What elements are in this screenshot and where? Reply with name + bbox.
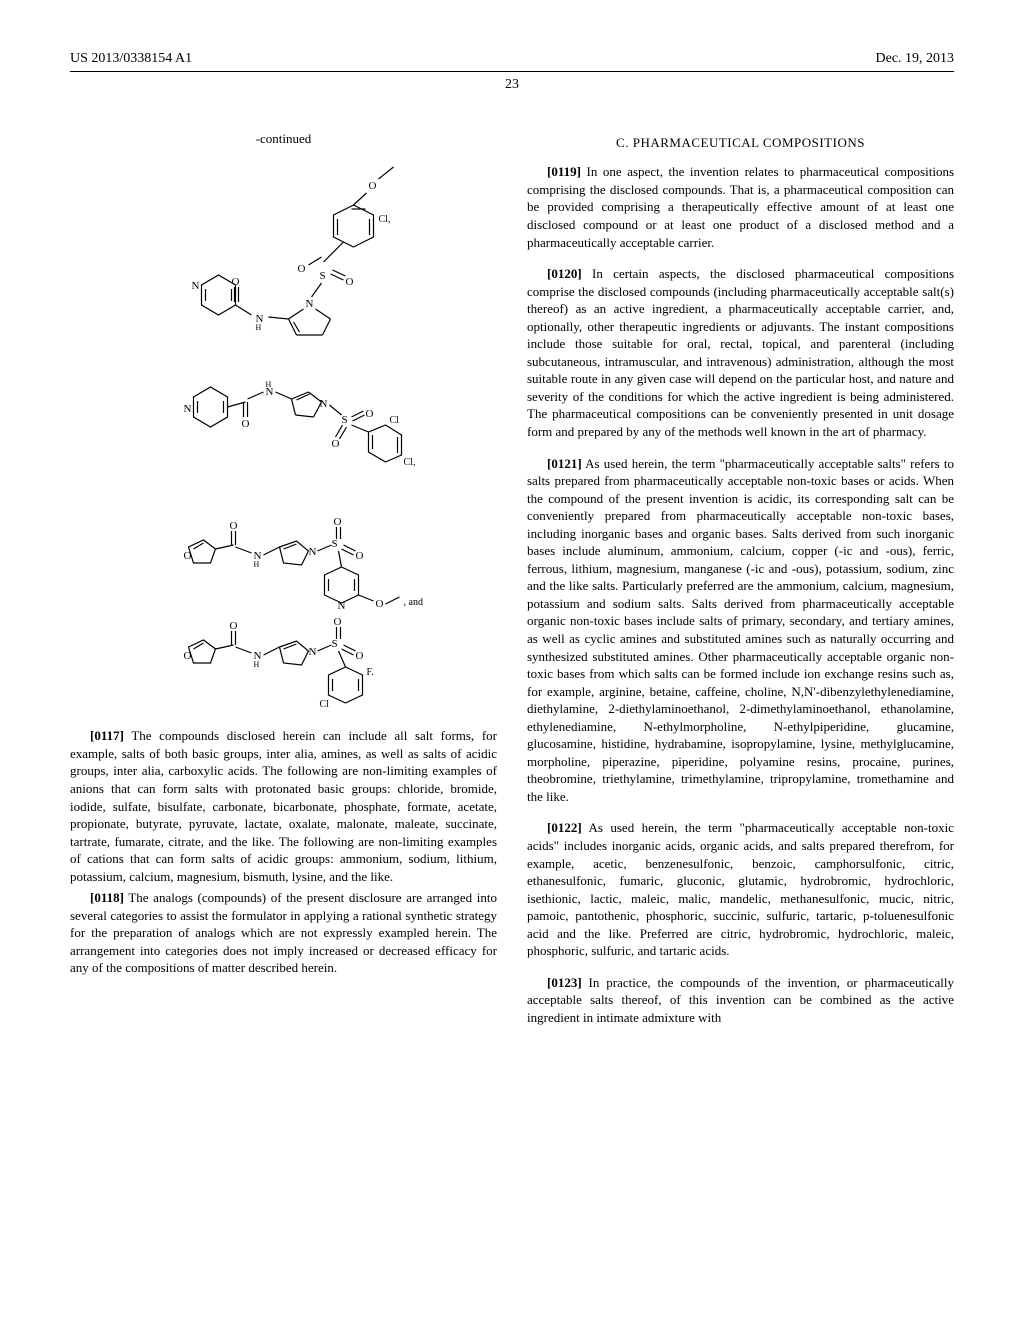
two-column-content: -continued O Cl, O: [70, 130, 954, 1041]
para-text-0123: In practice, the compounds of the invent…: [527, 975, 954, 1025]
svg-text:O: O: [298, 263, 306, 275]
svg-text:S: S: [332, 638, 338, 650]
svg-text:Cl: Cl: [320, 699, 330, 710]
page-header: US 2013/0338154 A1 Dec. 19, 2013: [70, 50, 954, 72]
svg-text:S: S: [320, 270, 326, 282]
paragraph-0121: [0121] As used herein, the term "pharmac…: [527, 455, 954, 806]
svg-text:O: O: [366, 408, 374, 420]
paragraph-0122: [0122] As used herein, the term "pharmac…: [527, 819, 954, 959]
para-num-0123: [0123]: [547, 975, 582, 990]
svg-text:O: O: [334, 616, 342, 628]
svg-text:H: H: [254, 660, 260, 669]
svg-text:N: N: [309, 546, 317, 558]
publication-date: Dec. 19, 2013: [875, 50, 954, 69]
para-num-0120: [0120]: [547, 266, 582, 281]
molecule-svg: O Cl, O S O N: [70, 157, 497, 717]
chemical-structures: O Cl, O S O N: [70, 157, 497, 717]
svg-text:O: O: [356, 650, 364, 662]
para-num-0122: [0122]: [547, 820, 582, 835]
section-title: C. PHARMACEUTICAL COMPOSITIONS: [527, 134, 954, 152]
svg-text:, and: , and: [404, 597, 423, 608]
svg-text:S: S: [342, 414, 348, 426]
para-num-0121: [0121]: [547, 456, 582, 471]
patent-number: US 2013/0338154 A1: [70, 50, 192, 69]
page-number: 23: [70, 76, 954, 95]
svg-text:H: H: [254, 560, 260, 569]
svg-text:Cl,: Cl,: [379, 214, 391, 225]
svg-text:S: S: [332, 538, 338, 550]
paragraph-0119: [0119] In one aspect, the invention rela…: [527, 163, 954, 251]
continued-label: -continued: [70, 130, 497, 148]
paragraph-0118: [0118] The analogs (compounds) of the pr…: [70, 889, 497, 977]
svg-text:H: H: [256, 323, 262, 332]
right-column: C. PHARMACEUTICAL COMPOSITIONS [0119] In…: [527, 130, 954, 1041]
paragraph-0123: [0123] In practice, the compounds of the…: [527, 974, 954, 1027]
para-text-0120: In certain aspects, the disclosed pharma…: [527, 266, 954, 439]
svg-text:O: O: [356, 550, 364, 562]
para-num-0118: [0118]: [90, 890, 124, 905]
svg-text:N: N: [184, 403, 192, 415]
para-text-0118: The analogs (compounds) of the present d…: [70, 890, 497, 975]
para-text-0119: In one aspect, the invention relates to …: [527, 164, 954, 249]
svg-text:H: H: [266, 380, 272, 389]
svg-text:O: O: [230, 620, 238, 632]
svg-text:N: N: [338, 600, 346, 612]
svg-text:N: N: [320, 398, 328, 410]
svg-text:O: O: [184, 650, 192, 662]
svg-text:N: N: [306, 298, 314, 310]
paragraph-0120: [0120] In certain aspects, the disclosed…: [527, 265, 954, 440]
svg-text:O: O: [346, 276, 354, 288]
svg-text:O: O: [376, 598, 384, 610]
svg-text:Cl,: Cl,: [404, 457, 416, 468]
paragraph-0117: [0117] The compounds disclosed herein ca…: [70, 727, 497, 885]
svg-text:O: O: [184, 550, 192, 562]
svg-text:O: O: [242, 418, 250, 430]
para-text-0122: As used herein, the term "pharmaceutical…: [527, 820, 954, 958]
para-text-0121: As used herein, the term "pharmaceutical…: [527, 456, 954, 804]
svg-text:F.: F.: [367, 667, 374, 678]
para-num-0117: [0117]: [90, 728, 124, 743]
left-column: -continued O Cl, O: [70, 130, 497, 1041]
svg-text:N: N: [309, 646, 317, 658]
para-text-0117: The compounds disclosed herein can inclu…: [70, 728, 497, 883]
svg-text:O: O: [334, 516, 342, 528]
svg-text:O: O: [230, 520, 238, 532]
svg-text:N: N: [192, 280, 200, 292]
svg-text:Cl: Cl: [390, 415, 400, 426]
svg-text:O: O: [332, 438, 340, 450]
svg-text:O: O: [369, 180, 377, 192]
para-num-0119: [0119]: [547, 164, 581, 179]
